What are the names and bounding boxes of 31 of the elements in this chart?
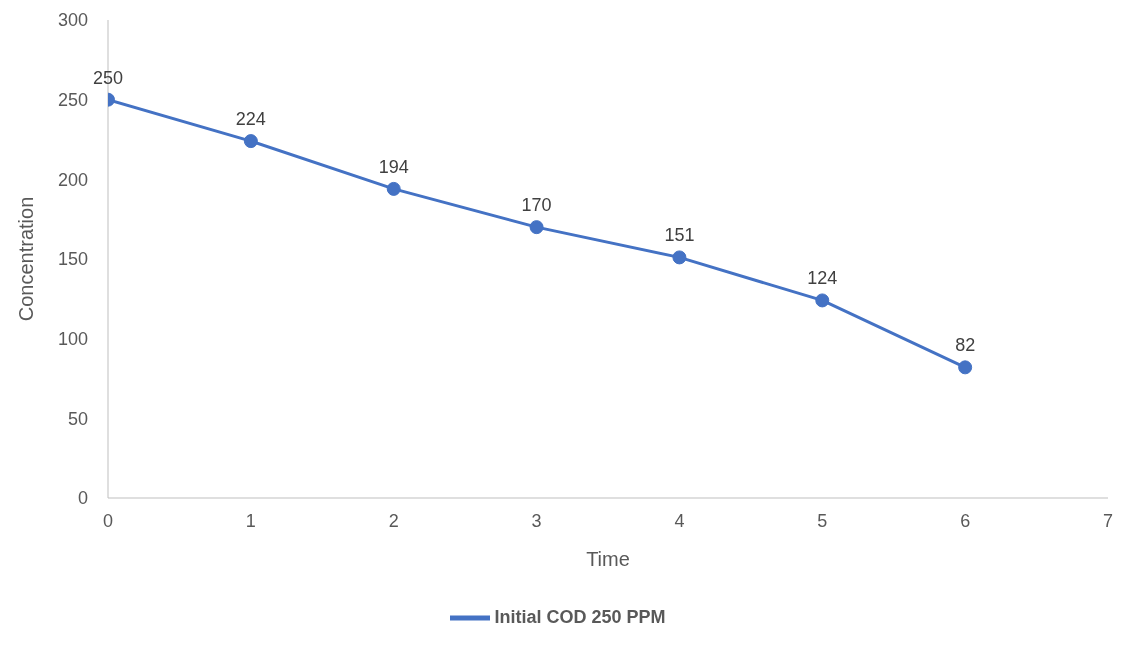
data-label: 82 <box>955 335 976 356</box>
y-tick-label: 0 <box>77 488 88 509</box>
y-tick-label: 200 <box>57 169 88 190</box>
y-tick-label: 150 <box>57 249 88 270</box>
point <box>672 250 687 265</box>
point <box>815 293 830 308</box>
data-label: 224 <box>235 109 266 130</box>
x-tick-label: 2 <box>388 510 399 531</box>
y-tick-label: 50 <box>67 408 88 429</box>
data-label: 124 <box>807 268 838 289</box>
x-tick-label: 5 <box>817 510 828 531</box>
x-tick-label: 4 <box>674 510 685 531</box>
y-tick-label: 300 <box>57 10 88 31</box>
point <box>529 220 544 235</box>
y-tick-label: 100 <box>57 329 88 350</box>
data-label: 170 <box>521 195 552 216</box>
legend-label: Initial COD 250 PPM <box>494 606 666 627</box>
point <box>958 360 973 375</box>
x-tick-label: 1 <box>245 510 256 531</box>
point <box>386 181 401 196</box>
y-axis-title: Concentration <box>15 196 38 322</box>
data-label: 151 <box>664 225 695 246</box>
x-tick-label: 7 <box>1102 510 1114 531</box>
x-tick-label: 0 <box>102 510 114 531</box>
x-tick-label: 3 <box>531 510 542 531</box>
y-tick-label: 250 <box>57 90 88 111</box>
point <box>243 134 258 149</box>
data-label: 250 <box>92 67 124 88</box>
x-axis-title: Time <box>586 548 630 570</box>
x-tick-label: 6 <box>960 510 971 531</box>
data-label: 194 <box>378 156 409 177</box>
